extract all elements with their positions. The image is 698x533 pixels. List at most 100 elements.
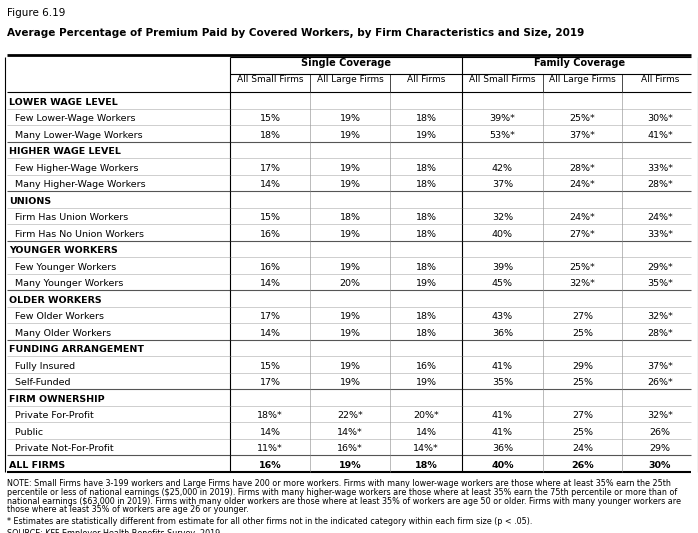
Text: 19%: 19% (339, 180, 360, 189)
Text: All Firms: All Firms (407, 75, 445, 84)
Text: 33%*: 33%* (647, 230, 673, 239)
Text: 18%: 18% (415, 164, 436, 173)
Text: Firm Has No Union Workers: Firm Has No Union Workers (9, 230, 144, 239)
Text: 19%: 19% (339, 329, 360, 338)
Text: 53%*: 53%* (489, 131, 515, 140)
Text: 14%: 14% (260, 427, 281, 437)
Text: 25%*: 25%* (570, 263, 595, 272)
Text: FUNDING ARRANGEMENT: FUNDING ARRANGEMENT (9, 345, 144, 354)
Text: 25%*: 25%* (570, 114, 595, 123)
Text: 18%: 18% (415, 114, 436, 123)
Text: 18%: 18% (415, 263, 436, 272)
Text: Firm Has Union Workers: Firm Has Union Workers (9, 213, 128, 222)
Text: UNIONS: UNIONS (9, 197, 51, 206)
Text: 39%*: 39%* (489, 114, 515, 123)
Text: 26%*: 26%* (647, 378, 673, 387)
Text: All Firms: All Firms (641, 75, 679, 84)
Text: 26%: 26% (650, 427, 671, 437)
Text: 30%: 30% (649, 461, 671, 470)
Text: 45%: 45% (492, 279, 513, 288)
Text: NOTE: Small Firms have 3-199 workers and Large Firms have 200 or more workers. F: NOTE: Small Firms have 3-199 workers and… (7, 480, 671, 489)
Text: 41%*: 41%* (647, 131, 673, 140)
Text: 17%: 17% (260, 378, 281, 387)
Text: 16%*: 16%* (337, 444, 363, 453)
Text: 18%: 18% (415, 461, 438, 470)
Text: 41%: 41% (492, 427, 513, 437)
Text: 27%: 27% (572, 312, 593, 321)
Text: 22%*: 22%* (337, 411, 363, 420)
Text: Many Younger Workers: Many Younger Workers (9, 279, 124, 288)
Text: those where at least 35% of workers are age 26 or younger.: those where at least 35% of workers are … (7, 505, 248, 514)
Text: 29%*: 29%* (647, 263, 673, 272)
Text: 30%*: 30%* (647, 114, 673, 123)
Text: YOUNGER WORKERS: YOUNGER WORKERS (9, 246, 118, 255)
Text: LOWER WAGE LEVEL: LOWER WAGE LEVEL (9, 98, 118, 107)
Text: 18%: 18% (415, 213, 436, 222)
Text: 24%: 24% (572, 444, 593, 453)
Text: 19%: 19% (339, 131, 360, 140)
Text: 18%: 18% (415, 230, 436, 239)
Text: 25%: 25% (572, 378, 593, 387)
Text: 41%: 41% (492, 362, 513, 371)
Text: All Small Firms: All Small Firms (469, 75, 536, 84)
Text: 17%: 17% (260, 312, 281, 321)
Text: 15%: 15% (260, 213, 281, 222)
Text: SOURCE: KFF Employer Health Benefits Survey, 2019: SOURCE: KFF Employer Health Benefits Sur… (7, 529, 221, 533)
Text: 25%: 25% (572, 329, 593, 338)
Text: Many Higher-Wage Workers: Many Higher-Wage Workers (9, 180, 146, 189)
Text: 11%*: 11%* (257, 444, 283, 453)
Text: 27%*: 27%* (570, 230, 595, 239)
Text: 16%: 16% (415, 362, 436, 371)
Text: 19%: 19% (339, 378, 360, 387)
Text: Family Coverage: Family Coverage (535, 58, 625, 68)
Text: 36%: 36% (492, 329, 513, 338)
Text: ALL FIRMS: ALL FIRMS (9, 461, 65, 470)
Text: 28%*: 28%* (647, 180, 673, 189)
Text: * Estimates are statistically different from estimate for all other firms not in: * Estimates are statistically different … (7, 518, 533, 527)
Text: 14%*: 14%* (337, 427, 363, 437)
Text: 19%: 19% (339, 362, 360, 371)
Text: 42%: 42% (492, 164, 513, 173)
Text: 19%: 19% (339, 263, 360, 272)
Text: 18%: 18% (415, 180, 436, 189)
Text: 37%: 37% (492, 180, 513, 189)
Text: 17%: 17% (260, 164, 281, 173)
Text: Average Percentage of Premium Paid by Covered Workers, by Firm Characteristics a: Average Percentage of Premium Paid by Co… (7, 28, 584, 38)
Text: 16%: 16% (260, 263, 281, 272)
Text: Public: Public (9, 427, 43, 437)
Text: Private For-Profit: Private For-Profit (9, 411, 94, 420)
Text: 18%: 18% (339, 213, 360, 222)
Text: 25%: 25% (572, 427, 593, 437)
Text: 19%: 19% (339, 230, 360, 239)
Text: 19%: 19% (339, 164, 360, 173)
Text: Single Coverage: Single Coverage (301, 58, 391, 68)
Text: Figure 6.19: Figure 6.19 (7, 8, 66, 18)
Text: percentile or less of national earnings ($25,000 in 2019). Firms with many highe: percentile or less of national earnings … (7, 488, 677, 497)
Text: 19%: 19% (415, 279, 436, 288)
Text: 14%: 14% (415, 427, 436, 437)
Text: 28%*: 28%* (647, 329, 673, 338)
Text: Few Lower-Wage Workers: Few Lower-Wage Workers (9, 114, 135, 123)
Text: 16%: 16% (259, 461, 281, 470)
Text: 19%: 19% (339, 461, 362, 470)
Text: 18%*: 18%* (257, 411, 283, 420)
Text: 18%: 18% (260, 131, 281, 140)
Text: All Large Firms: All Large Firms (549, 75, 616, 84)
Text: 24%*: 24%* (570, 180, 595, 189)
Text: 43%: 43% (492, 312, 513, 321)
Text: 14%: 14% (260, 180, 281, 189)
Text: 40%: 40% (491, 461, 514, 470)
Text: Few Older Workers: Few Older Workers (9, 312, 104, 321)
Text: 32%*: 32%* (647, 312, 673, 321)
Text: 15%: 15% (260, 114, 281, 123)
Text: 26%: 26% (571, 461, 594, 470)
Text: FIRM OWNERSHIP: FIRM OWNERSHIP (9, 395, 105, 403)
Text: HIGHER WAGE LEVEL: HIGHER WAGE LEVEL (9, 147, 121, 156)
Text: Fully Insured: Fully Insured (9, 362, 75, 371)
Text: 32%: 32% (492, 213, 513, 222)
Text: 35%: 35% (492, 378, 513, 387)
Text: 35%*: 35%* (647, 279, 673, 288)
Text: Self-Funded: Self-Funded (9, 378, 70, 387)
Text: national earnings ($63,000 in 2019). Firms with many older workers are those whe: national earnings ($63,000 in 2019). Fir… (7, 497, 681, 505)
Text: 36%: 36% (492, 444, 513, 453)
